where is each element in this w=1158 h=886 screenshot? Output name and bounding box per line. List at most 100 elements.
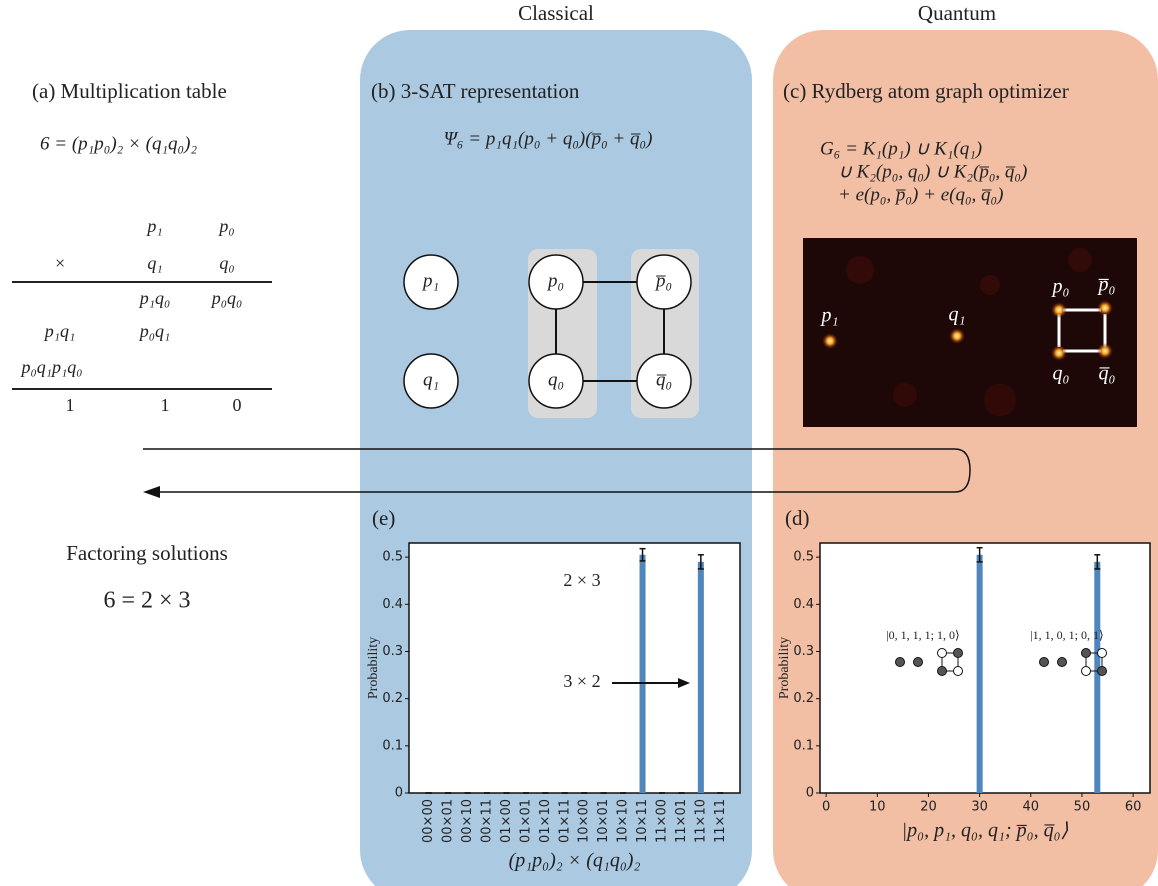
x-tick-label: 11×01	[674, 799, 689, 843]
x-tick-label: 40	[1023, 800, 1040, 815]
header: Classical	[518, 1, 594, 25]
inset-atom	[1098, 649, 1107, 658]
x-tick-label: 60	[1125, 800, 1142, 815]
table-cell: p₀q₁	[138, 321, 171, 341]
panel-title: (a) Multiplication table	[32, 79, 227, 103]
atom	[1051, 302, 1067, 318]
x-tick-label: 50	[1074, 800, 1091, 815]
y-tick-label: 0.2	[382, 691, 403, 706]
table-cell: p₀q₀	[210, 288, 243, 308]
bar	[977, 555, 983, 793]
arrow-head	[143, 486, 160, 498]
atom	[949, 328, 965, 344]
y-axis-label: Probability	[777, 637, 792, 699]
inset-atom	[1098, 667, 1107, 676]
x-tick-label: 30	[971, 800, 988, 815]
x-tick-label: 01×11	[557, 799, 572, 843]
inset-atom	[954, 667, 963, 676]
x-tick-label: 00×00	[421, 799, 436, 843]
annotation: |1, 1, 0, 1; 0, 1⟩	[1030, 628, 1103, 642]
y-tick-label: 0	[395, 786, 403, 801]
table-cell: p₀q₁p₁q₀	[19, 357, 82, 377]
figure: Classical Quantum (a) Multiplication tab…	[0, 0, 1158, 886]
x-tick-label: 01×01	[518, 799, 533, 843]
x-tick-label: 10×10	[616, 799, 631, 843]
x-tick-label: 01×00	[499, 799, 514, 843]
atom-label: q̅₀	[1098, 363, 1115, 385]
x-tick-label: 10×11	[635, 799, 650, 843]
node-label: q₀	[548, 369, 564, 390]
inset-atom	[954, 649, 963, 658]
inset-atom	[938, 667, 947, 676]
y-tick-label: 0.5	[382, 550, 403, 565]
table-cell: p₀	[217, 216, 234, 236]
atom	[1051, 345, 1067, 361]
x-tick-label: 10	[869, 800, 886, 815]
table-cell: p₁q₀	[138, 288, 171, 308]
x-tick-label: 10×00	[577, 799, 592, 843]
inset-atom	[1082, 649, 1091, 658]
inset-atom	[1058, 658, 1067, 667]
panel-title: (c) Rydberg atom graph optimizer	[783, 79, 1069, 103]
equation: Ψ₆ = p₁q₁(p₀ + q₀)(p̅₀ + q̅₀)	[444, 128, 653, 149]
y-tick-label: 0.4	[382, 597, 403, 612]
equation: + e(p₀, p̅₀) + e(q₀, q̅₀)	[838, 184, 1004, 205]
node-label: p₁	[421, 270, 439, 291]
atom-label: q₁	[949, 304, 966, 326]
y-tick-label: 0.1	[382, 738, 403, 753]
table-cell: q₀	[219, 253, 234, 273]
equation: ∪ K₂(p₀, q₀) ∪ K₂(p̅₀, q̅₀)	[838, 161, 1027, 182]
y-tick-label: 0	[806, 786, 814, 801]
inset-atom	[938, 649, 947, 658]
bar	[698, 562, 704, 793]
x-tick-label: 20	[920, 800, 937, 815]
atom-label: p₁	[820, 305, 839, 327]
equation: 6 = (p₁p₀)₂ × (q₁q₀)₂	[40, 133, 197, 154]
atom-label: p₀	[1051, 276, 1070, 298]
y-tick-label: 0.3	[793, 644, 814, 659]
x-tick-label: 00×11	[480, 799, 495, 843]
x-tick-label: 11×00	[654, 799, 669, 843]
y-tick-label: 0.4	[793, 597, 814, 612]
x-tick-label: 10×01	[596, 799, 611, 843]
y-axis-label: Probability	[366, 637, 381, 699]
equation: G₆ = K₁(p₁) ∪ K₁(q₁)	[820, 138, 982, 159]
node-label: q̅₀	[656, 369, 672, 390]
panel-title: (b) 3-SAT representation	[371, 79, 580, 103]
panel-label: (d)	[785, 506, 810, 530]
y-tick-label: 0.5	[793, 550, 814, 565]
atom	[1097, 300, 1113, 316]
label: Factoring solutions	[66, 541, 228, 565]
atom-label: p̅₀	[1097, 274, 1116, 296]
x-tick-label: 11×10	[693, 799, 708, 843]
x-tick-label: 00×01	[441, 799, 456, 843]
table-cell: ×	[54, 253, 66, 273]
x-axis-label: (p₁p₀)₂ × (q₁q₀)₂	[509, 850, 641, 872]
inset-atom	[914, 658, 923, 667]
annotation: |0, 1, 1, 1; 1, 0⟩	[886, 628, 959, 642]
table-cell: 1	[66, 395, 75, 415]
x-axis-label: |p₀, p₁, q₀, q₁; p̅₀, q̅₀⟩	[902, 820, 1069, 842]
atom	[822, 333, 838, 349]
node-label: p₀	[546, 270, 564, 291]
table-cell: 1	[161, 395, 170, 415]
atom-label: q₀	[1053, 363, 1070, 385]
y-tick-label: 0.3	[382, 644, 403, 659]
inset-atom	[1040, 658, 1049, 667]
inset-atom	[896, 658, 905, 667]
y-tick-label: 0.1	[793, 738, 814, 753]
x-tick-label: 01×10	[538, 799, 553, 843]
inset-atom	[1082, 667, 1091, 676]
panel-label: (e)	[372, 506, 395, 530]
node-label: p̅₀	[654, 270, 672, 291]
annotation: 3 × 2	[563, 671, 600, 691]
x-tick-label: 11×11	[713, 799, 728, 843]
annotation: 2 × 3	[563, 570, 600, 590]
x-tick-label: 0	[822, 800, 830, 815]
table-cell: 0	[233, 395, 242, 415]
table-cell: q₁	[147, 253, 162, 273]
header: Quantum	[918, 1, 996, 25]
bar	[1094, 562, 1100, 793]
